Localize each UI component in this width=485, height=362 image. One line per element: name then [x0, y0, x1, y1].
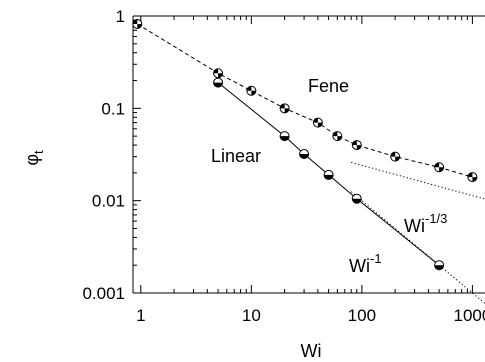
- fene-data-point: [434, 162, 445, 173]
- marker-fill: [395, 156, 400, 162]
- power-third-base: Wi: [404, 216, 425, 236]
- marker-fill: [439, 167, 444, 172]
- fene-data-point: [332, 131, 343, 142]
- marker-fill: [280, 136, 290, 141]
- linear-data-point: [323, 169, 334, 180]
- fene-series-line: [137, 23, 473, 178]
- fene-data-point: [467, 172, 478, 183]
- marker-fill: [352, 140, 357, 146]
- x-axis-label: Wi: [301, 341, 322, 361]
- marker-fill: [132, 19, 138, 24]
- marker-fill: [213, 68, 219, 74]
- y-axis-label: φt: [22, 150, 46, 166]
- marker-fill: [356, 145, 362, 150]
- linear-label: Linear: [211, 146, 261, 166]
- y-tick-label: 0.001: [82, 284, 125, 303]
- marker-fill: [218, 73, 223, 78]
- fene-data-point: [279, 103, 290, 114]
- y-axis-label-subscript: t: [31, 150, 46, 154]
- data-markers: [132, 18, 478, 271]
- linear-data-point: [434, 260, 445, 271]
- marker-fill: [137, 23, 142, 29]
- marker-fill: [324, 174, 334, 180]
- power-one-base: Wi: [349, 256, 370, 276]
- fene-data-point: [246, 85, 257, 96]
- x-tick-label: 1: [136, 306, 145, 325]
- marker-fill: [284, 108, 290, 113]
- marker-fill: [352, 198, 362, 204]
- marker-fill: [280, 103, 285, 109]
- fene-data-point: [312, 117, 323, 128]
- marker-fill: [251, 90, 256, 96]
- plot-area: [132, 15, 485, 294]
- marker-fill: [390, 152, 396, 157]
- marker-fill: [337, 136, 342, 141]
- power-third-reference-line: [351, 161, 485, 200]
- fene-data-point: [390, 151, 401, 162]
- fene-label: Fene: [308, 76, 349, 96]
- linear-data-point: [279, 131, 290, 142]
- marker-fill: [434, 265, 444, 270]
- power-one-label: Wi-1: [349, 251, 382, 276]
- marker-fill: [299, 154, 309, 159]
- fene-data-point: [132, 18, 143, 29]
- x-tick-label: 100: [348, 306, 376, 325]
- fene-data-point: [351, 140, 362, 151]
- marker-fill: [317, 122, 323, 128]
- power-one-exp: -1: [370, 251, 382, 266]
- marker-fill: [332, 131, 338, 137]
- marker-fill: [472, 177, 477, 182]
- series-lines: [137, 23, 473, 266]
- marker-fill: [246, 86, 252, 91]
- y-tick-label: 0.1: [101, 99, 125, 118]
- power-third-label: Wi-1/3: [404, 211, 447, 236]
- power-third-exp: -1/3: [425, 211, 447, 226]
- linear-series-line: [217, 82, 440, 266]
- fene-data-point: [213, 68, 224, 79]
- y-tick-label: 0.01: [92, 192, 125, 211]
- linear-data-point: [351, 193, 362, 204]
- marker-fill: [313, 118, 318, 123]
- marker-fill: [434, 162, 440, 168]
- linear-data-point: [213, 77, 224, 88]
- y-axis-label-symbol: φ: [22, 154, 42, 166]
- x-tick-label: 10: [242, 306, 261, 325]
- linear-data-point: [299, 149, 310, 160]
- x-tick-label: 1000: [453, 306, 485, 325]
- marker-fill: [213, 82, 223, 88]
- axis-ticks: 1 10 100 1000 1 0.1 0.01 0.001: [82, 7, 485, 325]
- marker-fill: [467, 172, 473, 178]
- y-tick-label: 1: [116, 7, 125, 26]
